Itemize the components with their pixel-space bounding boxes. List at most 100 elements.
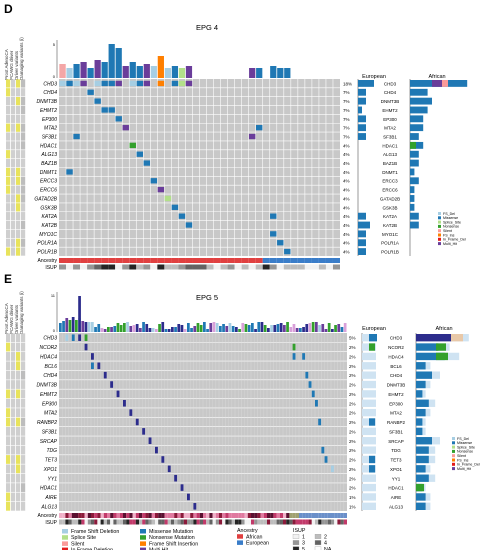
legend-swatch <box>140 541 146 546</box>
mutation-cell <box>311 390 315 398</box>
track-cell <box>6 167 11 177</box>
isup-cell <box>290 264 298 270</box>
ancestry-cell <box>235 513 239 518</box>
track-cell <box>11 501 16 511</box>
track-cell <box>21 212 26 221</box>
isup-cell <box>101 264 109 270</box>
ancestry-cell <box>66 258 74 263</box>
top-bar <box>103 329 107 332</box>
track-cell <box>6 333 11 343</box>
mutation-cell <box>187 493 190 501</box>
percent-label: 2% <box>349 364 356 369</box>
track-cell <box>6 185 11 194</box>
track-cell <box>6 408 11 418</box>
isup-cell <box>276 519 280 525</box>
top-bar <box>277 68 284 78</box>
track-cell <box>16 150 21 159</box>
isup-cell <box>213 264 221 270</box>
side-bar <box>416 446 429 454</box>
legend-label: Splice Site <box>71 535 96 541</box>
ancestry-cell <box>101 258 109 263</box>
isup-cell <box>126 519 130 525</box>
ancestry-cell <box>129 258 137 263</box>
isup-cell <box>158 519 162 525</box>
ancestry-cell <box>206 513 210 518</box>
track-cell <box>11 370 16 380</box>
panel-e-title: EPG 5 <box>196 293 218 302</box>
ancestry-cell <box>199 513 203 518</box>
percent-label: 18% <box>343 81 352 86</box>
isup-cell <box>94 519 98 525</box>
mutation-cell <box>292 343 296 351</box>
percent-label: 4% <box>343 196 350 201</box>
isup-cell <box>199 519 203 525</box>
isup-cell <box>167 519 171 525</box>
track-cell <box>11 158 16 168</box>
ancestry-cell <box>158 513 162 518</box>
ancestry-cell <box>185 258 193 263</box>
side-bar-bg <box>362 362 376 370</box>
track-cell <box>21 247 26 256</box>
side-bar <box>416 399 429 407</box>
gene-label: EHMT2 <box>40 392 57 398</box>
top-bar <box>215 323 219 332</box>
mutation-cell <box>108 80 115 87</box>
side-bar-bg <box>362 474 376 482</box>
legend-label: Nonsense Mutation <box>149 535 195 541</box>
mini-legend-label: Nonsense <box>443 225 459 229</box>
gene-label: YY1 <box>48 476 58 482</box>
top-bar <box>254 329 257 332</box>
ancestry-cell <box>213 258 221 263</box>
mutation-cell <box>94 98 101 104</box>
mutation-cell <box>318 418 322 426</box>
side-gene-label: CHD4 <box>384 90 397 95</box>
panel-d-european-label: European <box>362 74 386 80</box>
top-bar <box>340 327 344 332</box>
isup-cell <box>115 264 123 270</box>
mutation-cell <box>91 353 94 360</box>
isup-cell <box>235 519 239 525</box>
top-bar <box>84 322 88 332</box>
ancestry-cell <box>212 513 216 518</box>
mutation-cell <box>302 353 306 360</box>
top-bar <box>257 322 261 332</box>
gene-label: DNMT1 <box>40 170 57 176</box>
percent-label: 4% <box>343 188 350 193</box>
top-bar <box>256 68 263 78</box>
isup-cell <box>251 519 255 525</box>
side-bar <box>416 493 426 501</box>
isup-cell <box>59 519 63 525</box>
top-bar <box>126 322 129 332</box>
gene-label: EP300 <box>42 117 57 123</box>
ancestry-cell <box>148 513 152 518</box>
panel-d-mutation-cells <box>59 80 291 255</box>
track-cell <box>11 185 16 194</box>
ancestry-cell <box>290 258 298 263</box>
isup-cell <box>65 519 69 525</box>
mini-legend-swatch <box>452 437 455 440</box>
mutation-cell <box>97 362 101 370</box>
ancestry-cell <box>215 513 219 518</box>
top-bar <box>343 323 347 332</box>
percent-label: 2% <box>349 467 356 472</box>
track-cell <box>11 417 16 427</box>
mini-legend-swatch <box>438 220 441 224</box>
isup-cell <box>87 519 91 525</box>
mutation-cell <box>73 80 80 87</box>
isup-cell <box>178 264 186 270</box>
track-label: Damaging variants (i) <box>19 37 24 80</box>
ancestry-cell <box>132 513 136 518</box>
gene-label: AIRE <box>44 495 57 501</box>
mutation-cell <box>193 503 197 510</box>
track-cell <box>11 88 16 97</box>
panel-e-side-gene-labels: CHD3 NCOR2 HDAC4 BCL6 CHD4 DNMT3B EHMT2 EP300 MT… <box>387 336 406 510</box>
track-label: PCAWG driver <box>9 304 14 334</box>
track-cell <box>11 380 16 389</box>
ancestry-cell <box>116 513 120 518</box>
side-bar <box>410 106 428 114</box>
side-gene-label: ERCC6 <box>382 188 398 193</box>
isup-cell <box>255 264 263 270</box>
side-bar <box>358 124 366 132</box>
ancestry-cell <box>332 258 340 263</box>
top-bar <box>59 323 62 332</box>
